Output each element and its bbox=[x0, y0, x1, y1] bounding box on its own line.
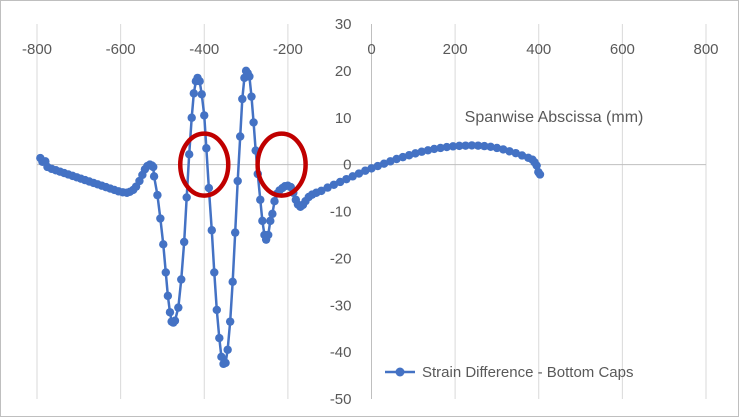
x-tick-label: 600 bbox=[610, 41, 635, 58]
data-point bbox=[225, 317, 235, 326]
data-point bbox=[492, 143, 502, 153]
data-point bbox=[270, 196, 279, 206]
data-point bbox=[442, 142, 451, 152]
data-point bbox=[221, 358, 230, 368]
data-point bbox=[354, 169, 364, 178]
data-point bbox=[348, 172, 357, 181]
data-point bbox=[223, 345, 232, 354]
tick-labels: -800 -600 -400 -200 0 200 400 600 800 30 20 10 0 -10 -… bbox=[22, 16, 719, 408]
data-point bbox=[230, 228, 240, 237]
data-point bbox=[212, 305, 221, 315]
data-point bbox=[149, 172, 159, 181]
annotation-ellipse bbox=[255, 131, 308, 198]
data-point bbox=[202, 144, 211, 153]
data-point bbox=[266, 216, 275, 226]
data-point bbox=[317, 186, 326, 196]
data-point bbox=[187, 113, 196, 122]
x-tick-label: -600 bbox=[106, 41, 136, 58]
x-tick-label: 200 bbox=[443, 41, 468, 58]
data-point bbox=[473, 141, 483, 150]
y-tick-label: 20 bbox=[335, 63, 352, 80]
data-point bbox=[238, 94, 247, 104]
data-point bbox=[245, 72, 254, 81]
data-point bbox=[448, 142, 458, 151]
legend: Strain Difference - Bottom Caps bbox=[385, 364, 633, 381]
x-tick-label: 0 bbox=[367, 41, 375, 58]
data-point bbox=[247, 92, 256, 101]
axes bbox=[37, 24, 706, 399]
y-tick-label: 30 bbox=[335, 16, 352, 33]
y-tick-label: -20 bbox=[330, 250, 352, 267]
data-point bbox=[264, 230, 273, 240]
data-point bbox=[249, 118, 258, 127]
data-point bbox=[195, 76, 204, 86]
series-strain-difference bbox=[36, 66, 545, 369]
x-tick-label: -400 bbox=[189, 41, 219, 58]
annotation-ellipse bbox=[178, 131, 231, 198]
x-tick-label: 400 bbox=[526, 41, 551, 58]
data-point bbox=[215, 333, 224, 343]
data-point bbox=[182, 193, 191, 202]
data-point bbox=[268, 209, 277, 219]
data-point bbox=[163, 291, 173, 301]
y-tick-label: -30 bbox=[330, 297, 352, 314]
annotations bbox=[178, 131, 308, 198]
data-point bbox=[342, 174, 351, 184]
data-point bbox=[329, 180, 339, 189]
data-point bbox=[210, 268, 219, 277]
data-point bbox=[236, 132, 245, 141]
x-tick-label: -200 bbox=[273, 41, 303, 58]
data-point bbox=[159, 240, 168, 249]
data-point bbox=[174, 303, 183, 312]
data-point bbox=[258, 216, 267, 226]
data-point bbox=[156, 214, 165, 223]
data-point bbox=[455, 141, 464, 151]
data-point bbox=[228, 277, 237, 287]
y-tick-label: -50 bbox=[330, 391, 352, 408]
data-point bbox=[197, 90, 206, 99]
data-point bbox=[177, 275, 186, 284]
data-point bbox=[323, 183, 332, 192]
x-tick-label: 800 bbox=[693, 41, 718, 58]
x-axis-title: Spanwise Abscissa (mm) bbox=[465, 109, 644, 126]
data-point bbox=[170, 316, 180, 325]
data-point bbox=[149, 162, 158, 172]
data-point bbox=[184, 150, 194, 159]
data-point bbox=[161, 268, 170, 277]
data-point bbox=[467, 141, 477, 150]
data-point bbox=[335, 177, 345, 187]
y-tick-label: -10 bbox=[330, 204, 352, 221]
y-tick-label: 10 bbox=[335, 110, 352, 127]
data-point bbox=[486, 142, 495, 152]
data-point bbox=[480, 141, 489, 151]
data-point bbox=[535, 170, 545, 179]
data-point bbox=[189, 89, 198, 98]
data-point bbox=[532, 161, 541, 170]
y-tick-label: -40 bbox=[330, 344, 352, 361]
y-tick-label: 0 bbox=[343, 157, 351, 174]
data-point bbox=[430, 144, 439, 154]
data-point bbox=[179, 237, 189, 247]
data-point bbox=[233, 176, 242, 186]
legend-marker-swatch bbox=[395, 367, 405, 377]
data-point bbox=[436, 143, 445, 153]
data-point bbox=[461, 141, 470, 150]
data-point bbox=[207, 226, 216, 235]
data-point bbox=[417, 147, 426, 156]
data-point bbox=[153, 190, 162, 200]
data-point bbox=[256, 195, 265, 204]
data-point bbox=[165, 308, 175, 317]
data-point bbox=[423, 146, 433, 155]
legend-label: Strain Difference - Bottom Caps bbox=[422, 364, 633, 381]
data-point bbox=[204, 183, 214, 193]
data-point bbox=[217, 352, 226, 362]
data-point bbox=[200, 111, 209, 120]
x-tick-label: -800 bbox=[22, 41, 52, 58]
